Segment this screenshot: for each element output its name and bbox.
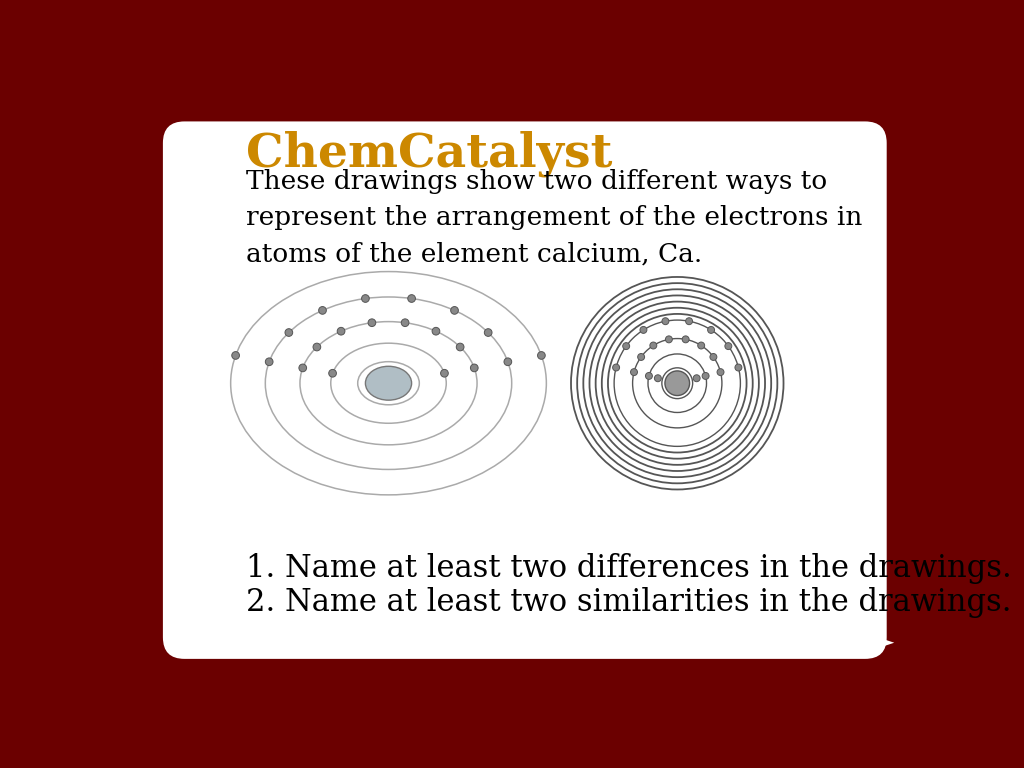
Circle shape xyxy=(401,319,409,326)
Circle shape xyxy=(504,358,512,366)
Circle shape xyxy=(735,364,741,371)
Circle shape xyxy=(717,369,724,376)
FancyBboxPatch shape xyxy=(163,121,887,659)
Circle shape xyxy=(432,327,439,335)
Circle shape xyxy=(631,369,638,376)
Circle shape xyxy=(623,343,630,349)
Circle shape xyxy=(665,371,689,396)
Circle shape xyxy=(451,306,459,314)
Circle shape xyxy=(693,375,700,382)
Circle shape xyxy=(484,329,492,336)
Circle shape xyxy=(299,364,306,372)
Circle shape xyxy=(265,358,273,366)
Text: ChemCatalyst: ChemCatalyst xyxy=(246,131,612,177)
Circle shape xyxy=(285,329,293,336)
Circle shape xyxy=(686,318,692,325)
Circle shape xyxy=(638,353,644,360)
Circle shape xyxy=(538,352,545,359)
Circle shape xyxy=(697,342,705,349)
Text: ►: ► xyxy=(872,627,894,655)
Text: ◄: ◄ xyxy=(835,627,856,655)
Circle shape xyxy=(457,343,464,351)
Circle shape xyxy=(645,372,652,379)
Circle shape xyxy=(710,353,717,360)
Text: These drawings show two different ways to
represent the arrangement of the elect: These drawings show two different ways t… xyxy=(246,169,862,266)
Circle shape xyxy=(654,375,662,382)
Circle shape xyxy=(666,336,673,343)
Circle shape xyxy=(640,326,647,333)
Circle shape xyxy=(368,319,376,326)
Circle shape xyxy=(708,326,715,333)
Text: ⏮: ⏮ xyxy=(799,627,815,655)
Circle shape xyxy=(662,318,669,325)
Circle shape xyxy=(725,343,732,349)
Circle shape xyxy=(408,295,416,303)
Circle shape xyxy=(318,306,327,314)
Circle shape xyxy=(612,364,620,371)
Circle shape xyxy=(470,364,478,372)
Circle shape xyxy=(682,336,689,343)
Text: 1. Name at least two differences in the drawings.: 1. Name at least two differences in the … xyxy=(246,553,1012,584)
Circle shape xyxy=(329,369,337,377)
Circle shape xyxy=(650,342,656,349)
Ellipse shape xyxy=(366,366,412,400)
Circle shape xyxy=(440,369,449,377)
Circle shape xyxy=(702,372,709,379)
Text: 2. Name at least two similarities in the drawings.: 2. Name at least two similarities in the… xyxy=(246,588,1012,618)
Circle shape xyxy=(361,295,370,303)
Circle shape xyxy=(313,343,321,351)
Circle shape xyxy=(337,327,345,335)
Circle shape xyxy=(231,352,240,359)
